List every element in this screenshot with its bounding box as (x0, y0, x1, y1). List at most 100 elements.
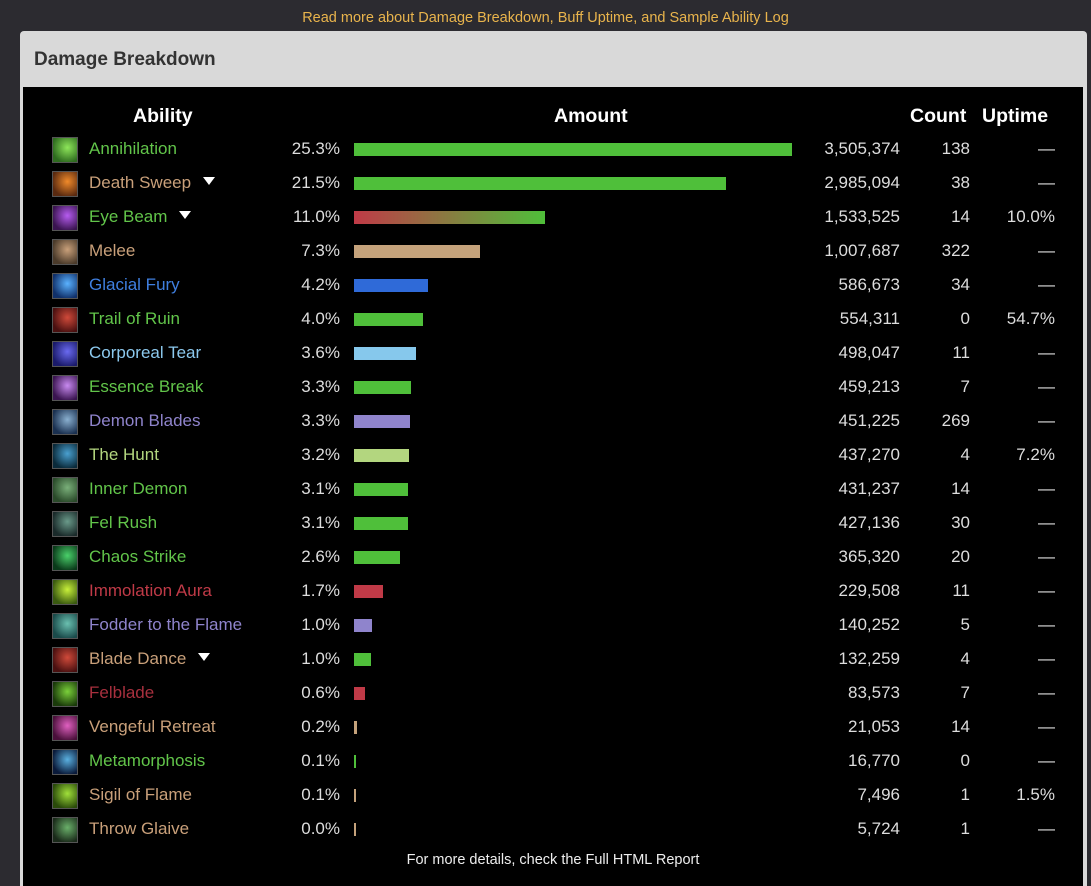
ability-row: Glacial Fury 4.2% 586,673 34 — (23, 270, 1083, 304)
damage-percent: 7.3% (301, 241, 340, 260)
eye-beam-icon (52, 205, 78, 231)
ability-name: Metamorphosis (89, 751, 206, 770)
uptime-value: — (1038, 479, 1055, 498)
throw-glaive-icon (52, 817, 78, 843)
hit-count: 5 (960, 615, 970, 634)
ability-row: Corporeal Tear 3.6% 498,047 11 — (23, 338, 1083, 372)
uptime-value: — (1038, 173, 1055, 192)
damage-amount: 554,311 (839, 309, 900, 328)
damage-amount: 7,496 (857, 785, 900, 804)
hit-count: 20 (951, 547, 970, 566)
hit-count: 38 (951, 173, 970, 192)
damage-amount: 2,985,094 (824, 173, 900, 192)
damage-breakdown-panel: Damage Breakdown Ability Amount Count Up… (20, 31, 1087, 886)
damage-bar (354, 245, 480, 258)
uptime-value: — (1038, 547, 1055, 566)
damage-bar (354, 517, 408, 530)
uptime-value: — (1038, 241, 1055, 260)
ability-row: Fodder to the Flame 1.0% 140,252 5 — (23, 610, 1083, 644)
uptime-value: — (1038, 411, 1055, 430)
damage-amount: 21,053 (848, 717, 900, 736)
uptime-value: 10.0% (1006, 207, 1055, 226)
damage-percent: 3.1% (301, 513, 340, 532)
ability-name: Glacial Fury (89, 275, 180, 294)
damage-bar (354, 755, 356, 768)
uptime-value: — (1038, 377, 1055, 396)
damage-percent: 0.1% (301, 785, 340, 804)
damage-table: Ability Amount Count Uptime Annihilation… (23, 87, 1083, 886)
damage-amount: 83,573 (848, 683, 900, 702)
ability-row: Metamorphosis 0.1% 16,770 0 — (23, 746, 1083, 780)
damage-percent: 2.6% (301, 547, 340, 566)
death-sweep-icon (52, 171, 78, 197)
damage-percent: 21.5% (291, 173, 340, 192)
hit-count: 14 (951, 479, 970, 498)
corporeal-tear-icon (52, 341, 78, 367)
full-report-link[interactable]: For more details, check the Full HTML Re… (406, 852, 700, 868)
ability-name: Corporeal Tear (89, 343, 202, 362)
uptime-value: — (1038, 513, 1055, 532)
hit-count: 0 (960, 751, 970, 770)
uptime-value: 7.2% (1016, 445, 1055, 464)
damage-amount: 498,047 (838, 343, 900, 362)
uptime-value: — (1038, 581, 1055, 600)
ability-row: Essence Break 3.3% 459,213 7 — (23, 372, 1083, 406)
hit-count: 269 (941, 411, 970, 430)
damage-percent: 0.6% (301, 683, 340, 702)
damage-percent: 4.2% (301, 275, 340, 294)
hit-count: 30 (951, 513, 970, 532)
trail-of-ruin-icon (52, 307, 78, 333)
damage-amount: 132,259 (838, 649, 900, 668)
annihilation-icon (52, 137, 78, 163)
header-ability: Ability (133, 105, 193, 127)
damage-amount: 365,320 (838, 547, 900, 566)
ability-row: Felblade 0.6% 83,573 7 — (23, 678, 1083, 712)
damage-percent: 3.3% (301, 377, 340, 396)
the-hunt-icon (52, 443, 78, 469)
damage-percent: 11.0% (293, 207, 340, 226)
expand-caret-icon[interactable] (198, 653, 211, 661)
damage-bar (354, 449, 409, 462)
damage-bar (354, 789, 356, 802)
damage-amount: 586,673 (838, 275, 900, 294)
sigil-of-flame-icon (52, 783, 78, 809)
ability-name: The Hunt (89, 445, 159, 464)
damage-bar (354, 279, 428, 292)
ability-row: Annihilation 25.3% 3,505,374 138 — (23, 134, 1083, 168)
uptime-value: — (1038, 751, 1055, 770)
damage-amount: 437,270 (838, 445, 900, 464)
ability-row: Eye Beam 11.0% 1,533,525 14 10.0% (23, 202, 1083, 236)
ability-name: Annihilation (89, 139, 177, 158)
ability-name: Inner Demon (89, 479, 188, 498)
expand-caret-icon[interactable] (203, 177, 216, 185)
damage-bar (354, 143, 792, 156)
hit-count: 322 (941, 241, 970, 260)
damage-amount: 459,213 (838, 377, 900, 396)
damage-percent: 3.3% (301, 411, 340, 430)
expand-caret-icon[interactable] (179, 211, 192, 219)
header-uptime: Uptime (982, 105, 1049, 127)
ability-row: Fel Rush 3.1% 427,136 30 — (23, 508, 1083, 542)
chaos-strike-icon (52, 545, 78, 571)
damage-bar (354, 687, 365, 700)
read-more-link[interactable]: Read more about Damage Breakdown, Buff U… (302, 10, 789, 26)
uptime-value: — (1038, 819, 1055, 838)
ability-row: Sigil of Flame 0.1% 7,496 1 1.5% (23, 780, 1083, 814)
ability-name: Throw Glaive (89, 819, 190, 838)
hit-count: 14 (951, 207, 970, 226)
immolation-aura-icon (52, 579, 78, 605)
damage-bar (354, 721, 357, 734)
ability-row: Death Sweep 21.5% 2,985,094 38 — (23, 168, 1083, 202)
ability-name: Felblade (89, 683, 155, 702)
ability-row: Inner Demon 3.1% 431,237 14 — (23, 474, 1083, 508)
ability-name: Fel Rush (89, 513, 158, 532)
blade-dance-icon (52, 647, 78, 673)
damage-bar (354, 415, 410, 428)
damage-amount: 427,136 (838, 513, 900, 532)
ability-name: Vengeful Retreat (89, 717, 216, 736)
damage-bar (354, 347, 416, 360)
ability-name: Melee (89, 241, 136, 260)
uptime-value: — (1038, 649, 1055, 668)
hit-count: 7 (960, 683, 970, 702)
damage-percent: 3.2% (301, 445, 340, 464)
